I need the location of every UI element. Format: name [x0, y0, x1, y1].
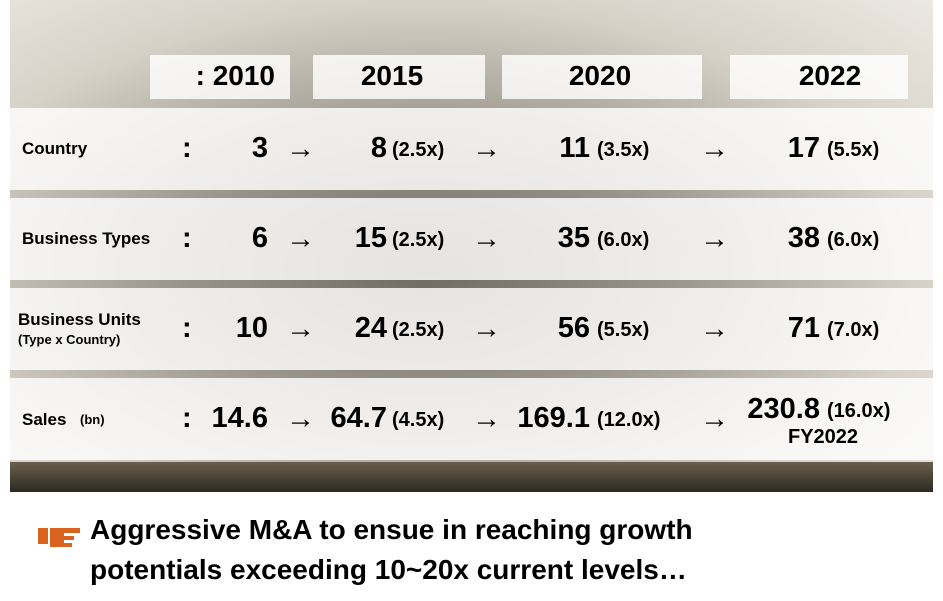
cell-ratio: (6.0x): [827, 229, 880, 251]
separator: :: [182, 132, 192, 164]
row-unit: (bn): [80, 412, 105, 427]
cell-value: 8: [370, 132, 387, 164]
cell-value: 38: [787, 222, 820, 254]
separator: :: [182, 312, 192, 344]
cell-note: FY2022: [788, 426, 859, 448]
cell-ratio: (3.5x): [597, 139, 650, 161]
row-label: Business Units: [18, 310, 141, 329]
header-year: 2015: [360, 60, 424, 91]
arrow: →: [700, 223, 729, 255]
cell-value: 169.1: [517, 402, 590, 434]
header-band: [150, 55, 290, 99]
arrow: →: [286, 403, 315, 435]
header-year: 2022: [798, 60, 862, 91]
row-band: [10, 378, 933, 460]
header-year: : 2010: [195, 60, 275, 91]
cell-ratio: (12.0x): [597, 409, 661, 431]
arrow: →: [700, 403, 729, 435]
arrow: →: [700, 133, 729, 165]
photo-bottom: [10, 462, 933, 492]
header-year: 2020: [568, 60, 632, 91]
separator: :: [182, 222, 192, 254]
cell-value: 64.7: [330, 402, 387, 434]
cell-ratio: (2.5x): [392, 229, 445, 251]
arrow: →: [472, 403, 501, 435]
cell-value: 35: [557, 222, 590, 254]
cell-value: 3: [251, 132, 268, 164]
footer-line: Aggressive M&A to ensue in reaching grow…: [90, 514, 693, 545]
arrow: →: [286, 313, 315, 345]
cell-ratio: (2.5x): [392, 319, 445, 341]
arrow: →: [472, 223, 501, 255]
cell-ratio: (4.5x): [392, 409, 445, 431]
cell-ratio: (16.0x): [827, 400, 891, 422]
pointing-hand-icon: [38, 528, 80, 547]
cell-value: 10: [235, 312, 268, 344]
cell-value: 56: [557, 312, 590, 344]
row-band: [10, 198, 933, 280]
arrow: →: [472, 313, 501, 345]
header-band: [730, 55, 908, 99]
header-band: [313, 55, 485, 99]
cell-ratio: (5.5x): [597, 319, 650, 341]
row-label: Sales: [22, 410, 67, 429]
row-label: Country: [22, 139, 88, 158]
cell-value: 71: [787, 312, 820, 344]
arrow: →: [700, 313, 729, 345]
cell-value: 17: [787, 132, 820, 164]
arrow: →: [286, 223, 315, 255]
cell-value: 230.8: [747, 393, 820, 425]
arrow: →: [472, 133, 501, 165]
row-band: [10, 108, 933, 190]
header-band: [502, 55, 702, 99]
cell-ratio: (7.0x): [827, 319, 880, 341]
footer-line: potentials exceeding 10~20x current leve…: [90, 554, 687, 585]
cell-value: 11: [559, 132, 590, 164]
arrow: →: [286, 133, 315, 165]
cell-ratio: (6.0x): [597, 229, 650, 251]
cell-value: 6: [251, 222, 268, 254]
cell-value: 24: [354, 312, 387, 344]
cell-ratio: (5.5x): [827, 139, 880, 161]
cell-ratio: (2.5x): [392, 139, 445, 161]
row-label: Business Types: [22, 229, 151, 248]
separator: :: [182, 402, 192, 434]
row-sublabel: (Type x Country): [18, 332, 121, 347]
cell-value: 15: [354, 222, 387, 254]
cell-value: 14.6: [211, 402, 268, 434]
row-band: [10, 288, 933, 370]
